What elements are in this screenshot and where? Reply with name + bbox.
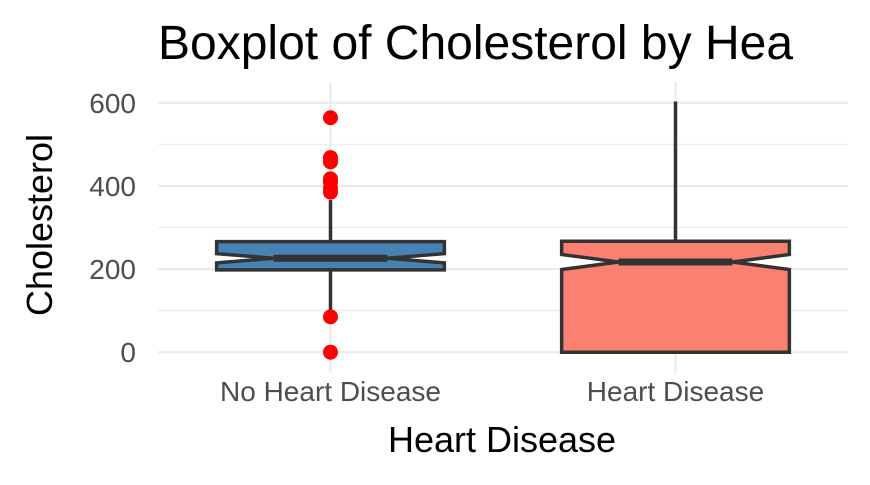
x-tick-label: Heart Disease [587, 376, 764, 407]
y-tick-label: 600 [89, 88, 136, 119]
x-tick-label: No Heart Disease [220, 376, 441, 407]
box-group [214, 200, 447, 311]
y-axis-title: Cholesterol [19, 134, 60, 316]
boxes [214, 101, 792, 354]
y-tick-label: 200 [89, 254, 136, 285]
y-tick-label: 0 [120, 337, 136, 368]
outlier-point [323, 344, 338, 360]
box-body [559, 239, 792, 354]
box-group [559, 101, 792, 354]
outlier-point [323, 309, 338, 325]
x-axis-title: Heart Disease [388, 419, 616, 460]
x-tick-labels: No Heart Disease Heart Disease [220, 376, 764, 407]
outlier-point [323, 154, 338, 170]
outlier-point [323, 184, 338, 200]
y-tick-label: 400 [89, 171, 136, 202]
outlier-point [323, 110, 338, 126]
y-tick-labels: 0 200 400 600 [89, 88, 136, 368]
outlier-points [323, 110, 338, 360]
chart-title: Boxplot of Cholesterol by Hea [158, 17, 794, 70]
